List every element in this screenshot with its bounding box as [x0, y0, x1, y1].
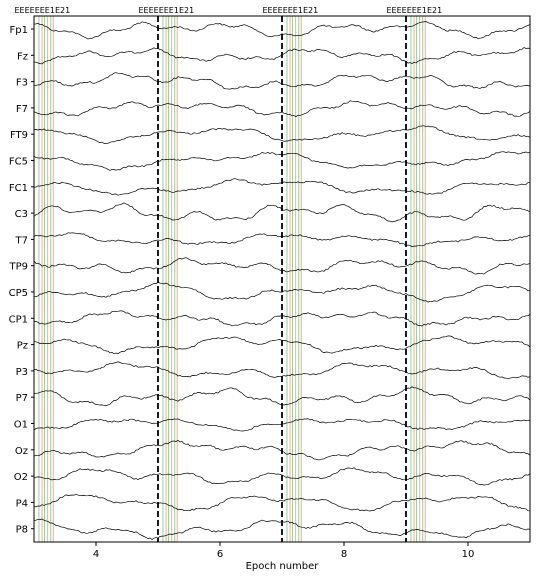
channel-trace — [33, 467, 531, 486]
channel-trace — [33, 281, 531, 303]
channel-trace — [34, 310, 531, 327]
channel-axis: Fp1 Fz F3 F7 FT9 FC5 FC1 C3 T7 TP9 CP5 CP1 Pz P3 P7 O1 O… — [8, 25, 34, 536]
channel-trace — [33, 21, 531, 40]
channel-trace — [33, 232, 531, 248]
channel-trace — [33, 335, 531, 355]
channel-traces — [33, 21, 531, 540]
channel-trace — [33, 100, 531, 118]
channel-trace — [33, 202, 531, 223]
channel-label: C3 — [15, 209, 28, 220]
epoch-axis: 4 6 8 10 — [93, 542, 475, 560]
event-label-cluster: EEEEEEE1E21 — [386, 6, 442, 15]
channel-label: FC5 — [9, 157, 28, 168]
event-markers — [38, 16, 426, 542]
channel-trace — [33, 257, 531, 275]
x-axis-label: Epoch number — [246, 561, 320, 572]
channel-label: P4 — [16, 498, 28, 509]
channel-trace — [33, 125, 531, 144]
channel-label: Fz — [17, 51, 28, 62]
channel-label: Fp1 — [10, 25, 28, 36]
channel-trace — [33, 361, 531, 380]
channel-label: P8 — [16, 525, 28, 536]
channel-label: O2 — [14, 472, 28, 483]
channel-label: CP1 — [9, 314, 28, 325]
channel-label: FT9 — [10, 130, 28, 141]
channel-trace — [33, 151, 531, 171]
channel-trace — [33, 493, 531, 512]
channel-trace — [33, 518, 531, 540]
channel-label: T7 — [15, 235, 28, 246]
x-tick-label: 6 — [217, 549, 223, 560]
event-label-cluster: EEEEEEE1E21 — [14, 6, 70, 15]
channel-label: P3 — [16, 367, 28, 378]
x-tick-label: 8 — [341, 549, 347, 560]
epoch-boundaries — [157, 16, 407, 542]
plot-frame — [33, 15, 531, 543]
channel-trace — [33, 439, 531, 461]
channel-label: P7 — [16, 393, 28, 404]
channel-trace — [33, 418, 531, 432]
channel-label: F3 — [16, 78, 28, 89]
channel-label: F7 — [16, 104, 28, 115]
channel-trace — [33, 72, 531, 90]
event-labels: EEEEEEE1E21 EEEEEEE1E21 EEEEEEE1E21 EEEEEEE… — [14, 6, 442, 15]
channel-trace — [34, 47, 531, 65]
channel-label: O1 — [14, 420, 28, 431]
channel-label: CP5 — [9, 288, 28, 299]
channel-trace — [33, 178, 531, 196]
x-tick-label: 4 — [93, 549, 99, 560]
channel-label: FC1 — [9, 183, 28, 194]
channel-label: Pz — [17, 341, 28, 352]
event-label-cluster: EEEEEEE1E21 — [138, 6, 194, 15]
channel-label: Oz — [15, 446, 28, 457]
x-tick-label: 10 — [462, 549, 475, 560]
channel-trace — [33, 386, 531, 407]
event-label-cluster: EEEEEEE1E21 — [262, 6, 318, 15]
channel-label: TP9 — [8, 262, 28, 273]
